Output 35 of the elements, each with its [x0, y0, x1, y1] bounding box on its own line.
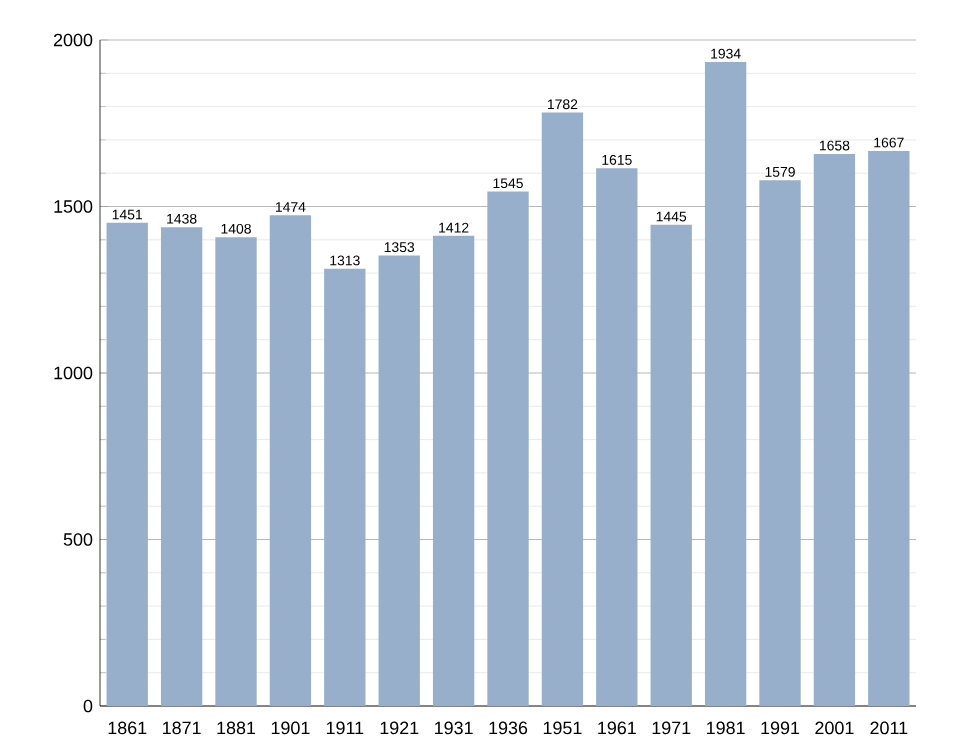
bar [160, 227, 203, 706]
x-tick-label: 1911 [326, 721, 364, 735]
y-tick-label: 500 [63, 533, 93, 546]
x-tick-label: 1861 [108, 721, 147, 735]
bar [324, 268, 366, 706]
bar [487, 191, 529, 706]
bar [215, 237, 257, 706]
x-tick-label: 1901 [271, 721, 310, 735]
bar [541, 112, 584, 706]
x-tick-label: 1961 [598, 721, 636, 735]
bar [596, 168, 638, 706]
x-tick-label: 2011 [870, 721, 908, 735]
x-tick-label: 1951 [543, 721, 582, 735]
bar [650, 224, 692, 706]
x-tick-label: 1871 [163, 721, 201, 735]
bar [269, 215, 312, 706]
bar [868, 150, 910, 706]
bar [378, 255, 420, 706]
y-tick-label: 1500 [54, 200, 93, 213]
bar [432, 235, 475, 706]
x-tick-label: 1936 [489, 721, 528, 735]
x-tick-label: 1981 [707, 721, 745, 735]
bar [759, 180, 801, 706]
x-tick-label: 2001 [815, 721, 854, 735]
bar [813, 153, 856, 706]
x-tick-label: 1971 [652, 721, 691, 735]
x-tick-label: 1991 [761, 721, 800, 735]
x-tick-label: 1931 [435, 721, 473, 735]
x-tick-label: 1881 [217, 721, 256, 735]
y-tick-label: 1000 [54, 366, 93, 380]
x-tick-label: 1921 [380, 721, 419, 735]
bar [704, 61, 747, 706]
y-tick-label: 2000 [53, 33, 93, 47]
y-tick-label: 0 [83, 699, 93, 713]
bar [106, 222, 148, 706]
